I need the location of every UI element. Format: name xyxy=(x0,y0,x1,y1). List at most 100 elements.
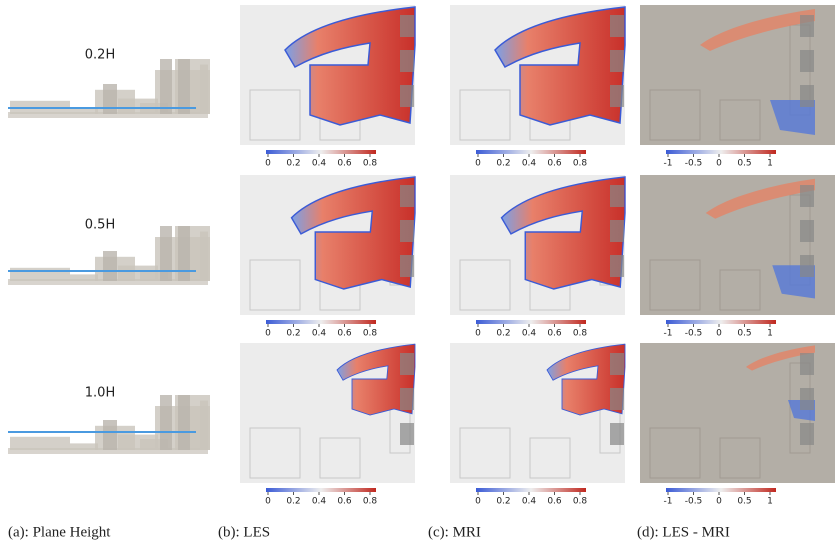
building xyxy=(400,353,414,375)
building xyxy=(800,423,814,445)
result-panel xyxy=(240,175,415,315)
colorbar xyxy=(666,488,776,492)
colorbar-tick-label: 0 xyxy=(475,497,481,507)
colorbar-tick-label: 0.8 xyxy=(573,329,588,339)
result-panel xyxy=(450,343,625,483)
building xyxy=(400,50,414,72)
colorbar-tick-label: 0.6 xyxy=(547,329,562,339)
figure: 0.2H00.20.40.60.800.20.40.60.8-1-0.500.5… xyxy=(0,0,835,545)
colorbar-tick-label: 0 xyxy=(475,159,481,169)
building-profile xyxy=(8,226,210,285)
building xyxy=(610,388,624,410)
building-profile xyxy=(8,59,210,118)
colorbar-tick-label: -0.5 xyxy=(685,329,703,339)
building xyxy=(610,220,624,242)
result-panel xyxy=(450,5,625,145)
panel-caption: (b): LES xyxy=(218,524,270,540)
colorbar xyxy=(666,320,776,324)
result-panel xyxy=(640,343,835,483)
colorbar-tick-label: -1 xyxy=(664,159,673,169)
row-label: 0.5H xyxy=(85,218,115,233)
building xyxy=(400,85,414,107)
row-label: 1.0H xyxy=(85,386,115,401)
building xyxy=(610,85,624,107)
building xyxy=(200,401,208,451)
building xyxy=(160,59,172,114)
colorbar-tick-label: 0 xyxy=(265,159,271,169)
result-panel xyxy=(240,5,415,145)
building xyxy=(178,59,190,114)
result-panel xyxy=(450,175,625,315)
colorbar-tick-label: 0.2 xyxy=(286,497,300,507)
colorbar-tick-label: 0 xyxy=(265,497,271,507)
building xyxy=(610,423,624,445)
building xyxy=(610,255,624,277)
building xyxy=(160,226,172,281)
colorbar-tick-label: 1 xyxy=(767,159,773,169)
colorbar-tick-label: 0.4 xyxy=(312,329,327,339)
building xyxy=(800,353,814,375)
building xyxy=(800,255,814,277)
building xyxy=(400,185,414,207)
colorbar-tick-label: 0 xyxy=(716,329,722,339)
building xyxy=(610,353,624,375)
colorbar-tick-label: 0.5 xyxy=(737,329,751,339)
colorbar-tick-label: 0 xyxy=(475,329,481,339)
colorbar-tick-label: 0.6 xyxy=(337,497,352,507)
building xyxy=(103,420,117,450)
colorbar-tick-label: 0.2 xyxy=(496,159,510,169)
building xyxy=(610,50,624,72)
colorbar-tick-label: 1 xyxy=(767,329,773,339)
building xyxy=(103,251,117,281)
colorbar-tick-label: 0.6 xyxy=(337,159,352,169)
building xyxy=(800,85,814,107)
colorbar-tick-label: 0.5 xyxy=(737,497,751,507)
colorbar-tick-label: 0.8 xyxy=(573,159,588,169)
colorbar-tick-label: -0.5 xyxy=(685,497,703,507)
colorbar-tick-label: 0.4 xyxy=(522,329,537,339)
result-panel xyxy=(240,343,415,483)
colorbar xyxy=(476,150,586,154)
panel-caption: (d): LES - MRI xyxy=(637,524,730,540)
colorbar-tick-label: -1 xyxy=(664,329,673,339)
colorbar-tick-label: 0.4 xyxy=(312,159,327,169)
building xyxy=(400,220,414,242)
building xyxy=(103,84,117,114)
building xyxy=(400,255,414,277)
colorbar-tick-label: 0.4 xyxy=(522,159,537,169)
colorbar-tick-label: 0.2 xyxy=(286,329,300,339)
colorbar xyxy=(476,488,586,492)
colorbar-tick-label: 1 xyxy=(767,497,773,507)
building xyxy=(400,388,414,410)
colorbar-tick-label: 0.2 xyxy=(286,159,300,169)
building xyxy=(10,437,70,450)
colorbar xyxy=(266,488,376,492)
colorbar-tick-label: 0.4 xyxy=(522,497,537,507)
building xyxy=(800,185,814,207)
colorbar-tick-label: 0.4 xyxy=(312,497,327,507)
colorbar-tick-label: 0 xyxy=(265,329,271,339)
building xyxy=(800,50,814,72)
building xyxy=(610,185,624,207)
colorbar-tick-label: 0.6 xyxy=(337,329,352,339)
colorbar-tick-label: 0.8 xyxy=(363,497,378,507)
building xyxy=(10,268,70,281)
building xyxy=(800,220,814,242)
building xyxy=(70,274,98,281)
colorbar-tick-label: 0.2 xyxy=(496,497,510,507)
building xyxy=(178,226,190,281)
building xyxy=(400,15,414,37)
colorbar xyxy=(476,320,586,324)
building xyxy=(200,65,208,115)
result-panel xyxy=(640,5,835,145)
building xyxy=(200,232,208,282)
colorbar-tick-label: 0.8 xyxy=(573,497,588,507)
panel-caption: (c): MRI xyxy=(428,524,481,540)
colorbar-tick-label: -1 xyxy=(664,497,673,507)
colorbar-tick-label: 0.6 xyxy=(547,159,562,169)
building xyxy=(400,423,414,445)
building xyxy=(800,15,814,37)
building xyxy=(800,388,814,410)
panel-caption: (a): Plane Height xyxy=(8,524,111,540)
building xyxy=(160,395,172,450)
